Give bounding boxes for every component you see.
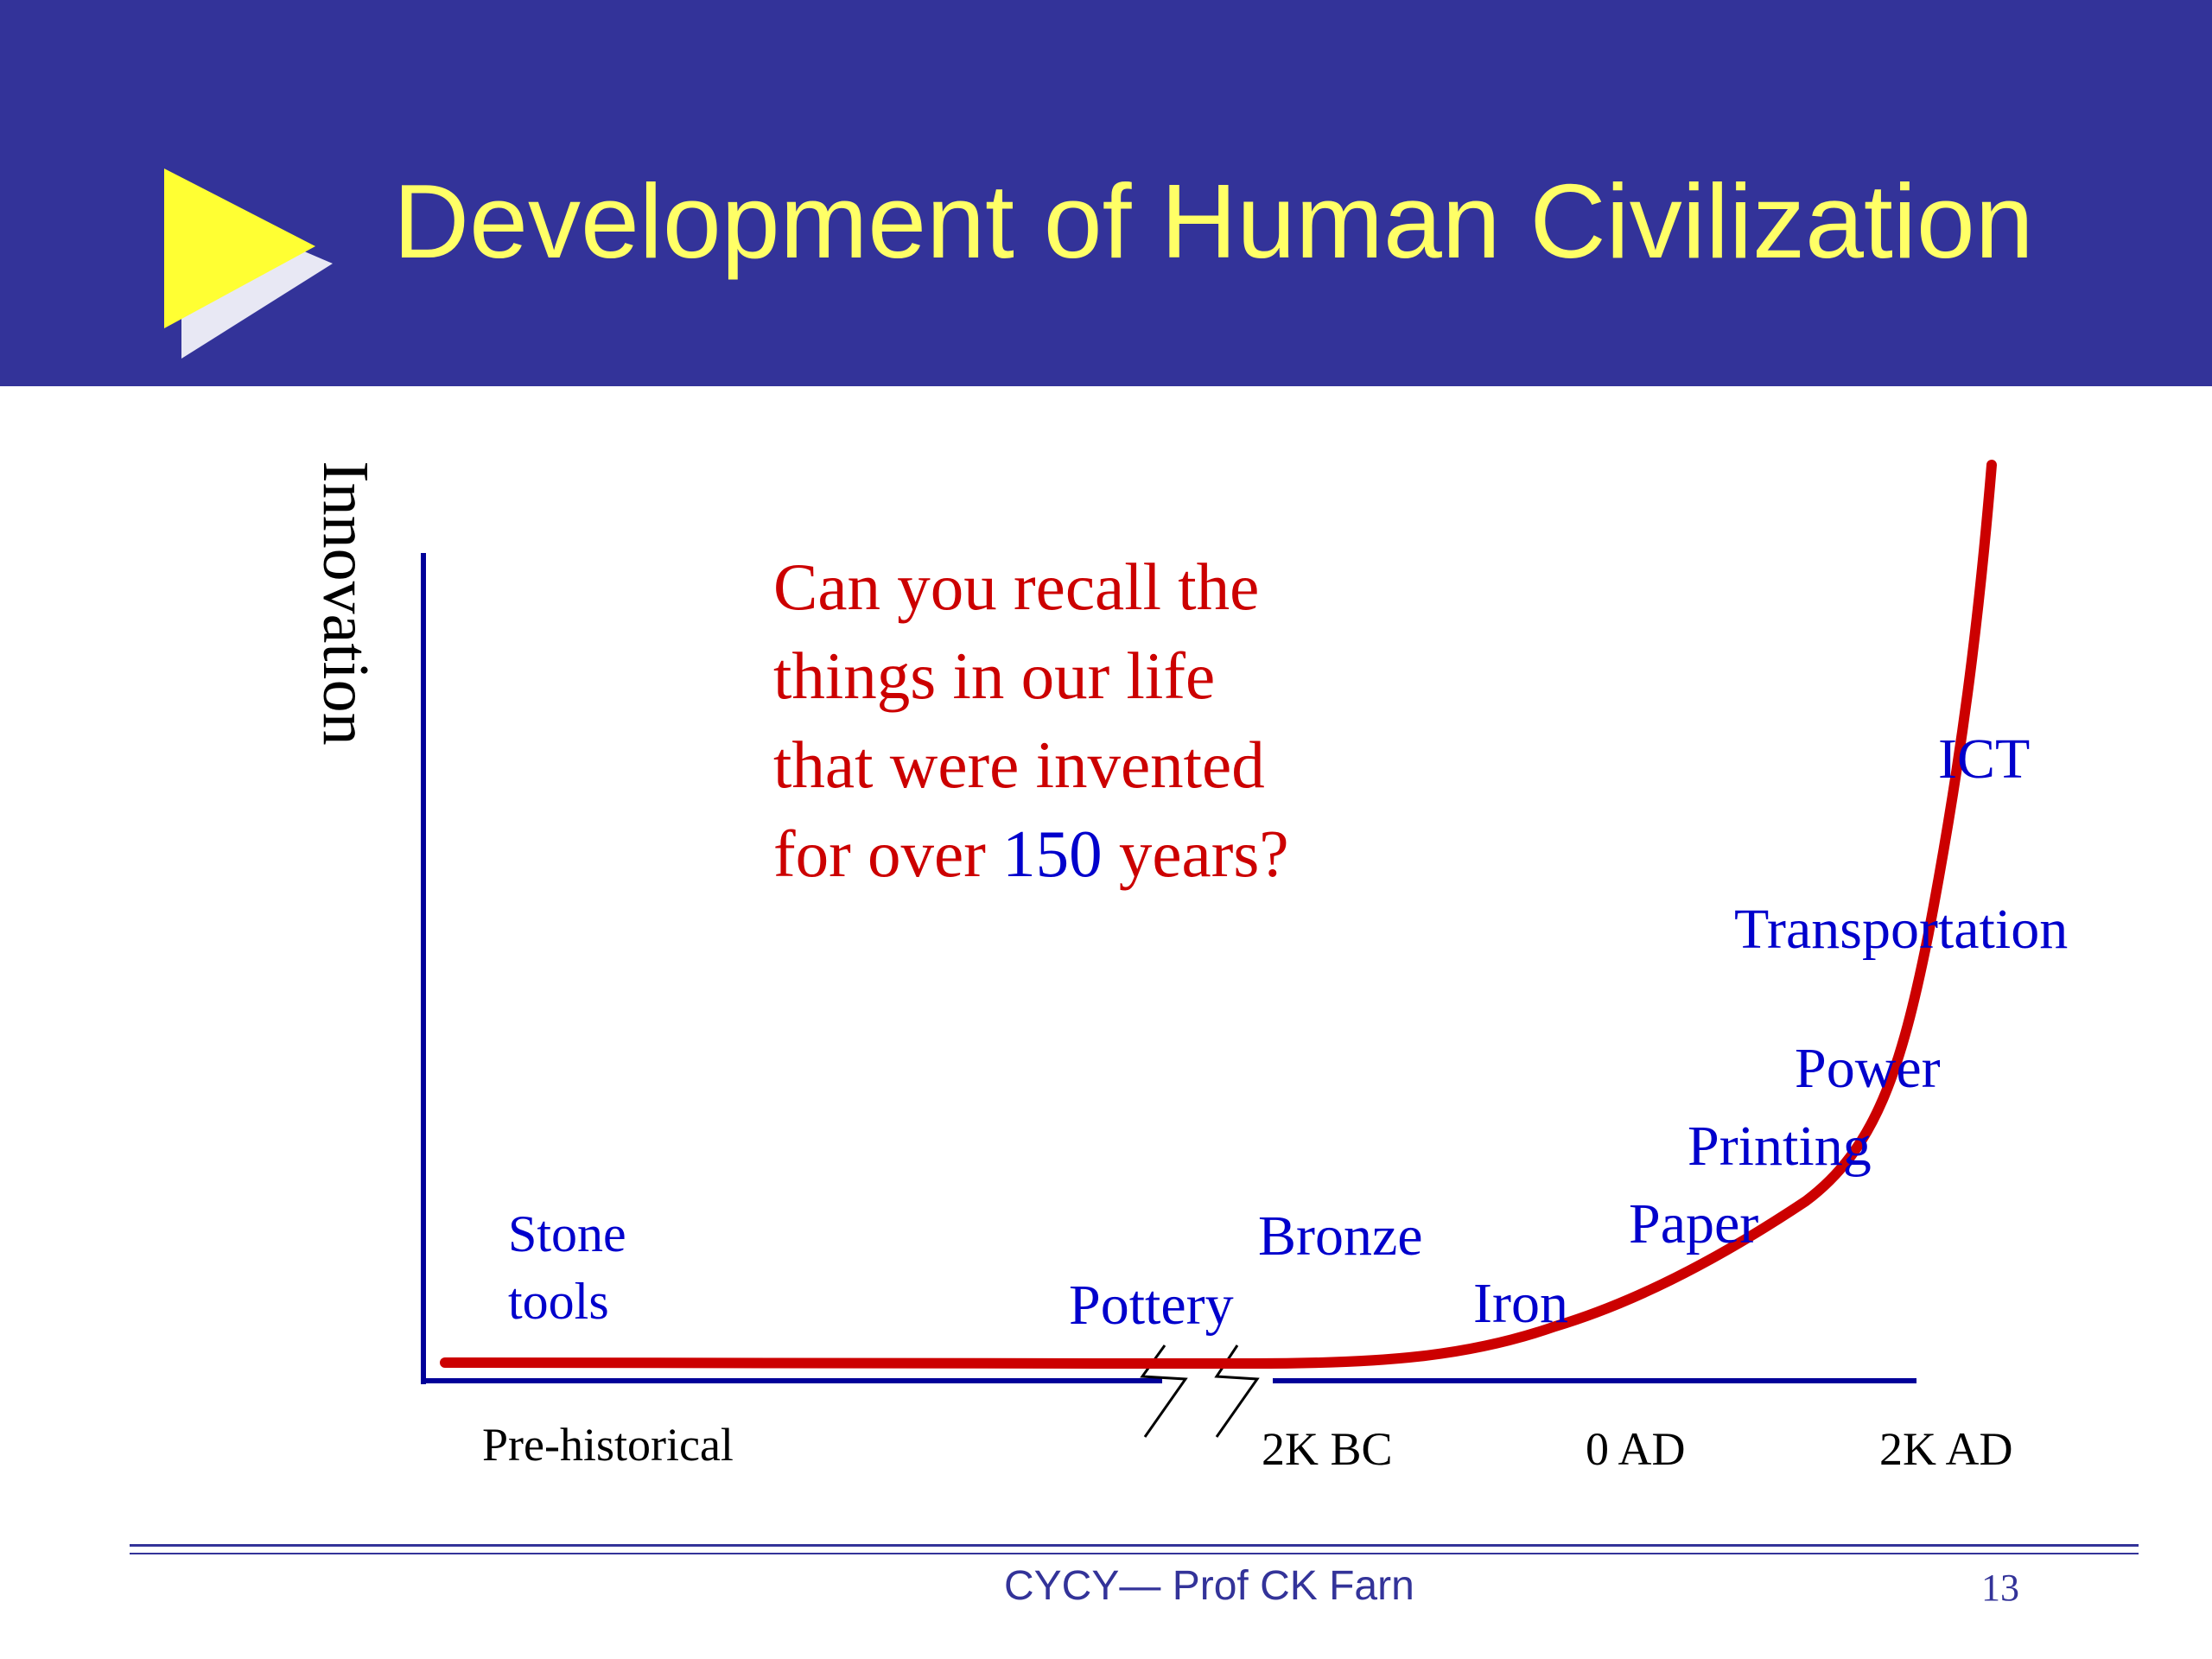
x-tick-2k-ad: 2K AD xyxy=(1879,1423,2013,1475)
y-axis-label: Innovation xyxy=(309,461,382,745)
milestone-iron: Iron xyxy=(1473,1272,1568,1335)
footer-divider-bottom xyxy=(130,1553,2139,1554)
play-triangle-icon xyxy=(164,168,333,359)
footer-divider-top xyxy=(130,1544,2139,1547)
page-number: 13 xyxy=(1981,1567,2019,1609)
question-line-4: for over 150 years? xyxy=(773,810,1289,899)
milestone-pottery: Pottery xyxy=(1069,1274,1234,1337)
question-line-1: Can you recall the xyxy=(773,550,1260,624)
question-line-2: things in our life xyxy=(773,639,1216,713)
milestone-power: Power xyxy=(1795,1037,1941,1100)
footer-author: CYCY— Prof CK Farn xyxy=(1004,1563,1414,1609)
milestone-bronze: Bronze xyxy=(1258,1205,1423,1268)
slide-title: Development of Human Civilization xyxy=(393,162,2034,280)
milestone-stone: Stone tools xyxy=(508,1205,626,1330)
milestone-transportation: Transportation xyxy=(1734,898,2068,961)
question-prefix: for over xyxy=(773,817,1003,891)
x-tick-2k-bc: 2K BC xyxy=(1262,1423,1393,1475)
x-tick-0-ad: 0 AD xyxy=(1586,1423,1686,1475)
milestone-ict: ICT xyxy=(1938,728,2030,791)
milestone-paper: Paper xyxy=(1629,1192,1758,1255)
slide-header xyxy=(0,0,2212,386)
question-suffix: years? xyxy=(1102,817,1289,891)
question-text: Can you recall the things in our life th… xyxy=(773,543,1289,899)
x-tick-pre-historical: Pre-historical xyxy=(482,1419,734,1471)
question-line-3: that were invented xyxy=(773,728,1265,802)
milestone-printing: Printing xyxy=(1688,1115,1872,1178)
innovation-curve xyxy=(440,460,1997,1369)
question-number: 150 xyxy=(1002,817,1103,891)
